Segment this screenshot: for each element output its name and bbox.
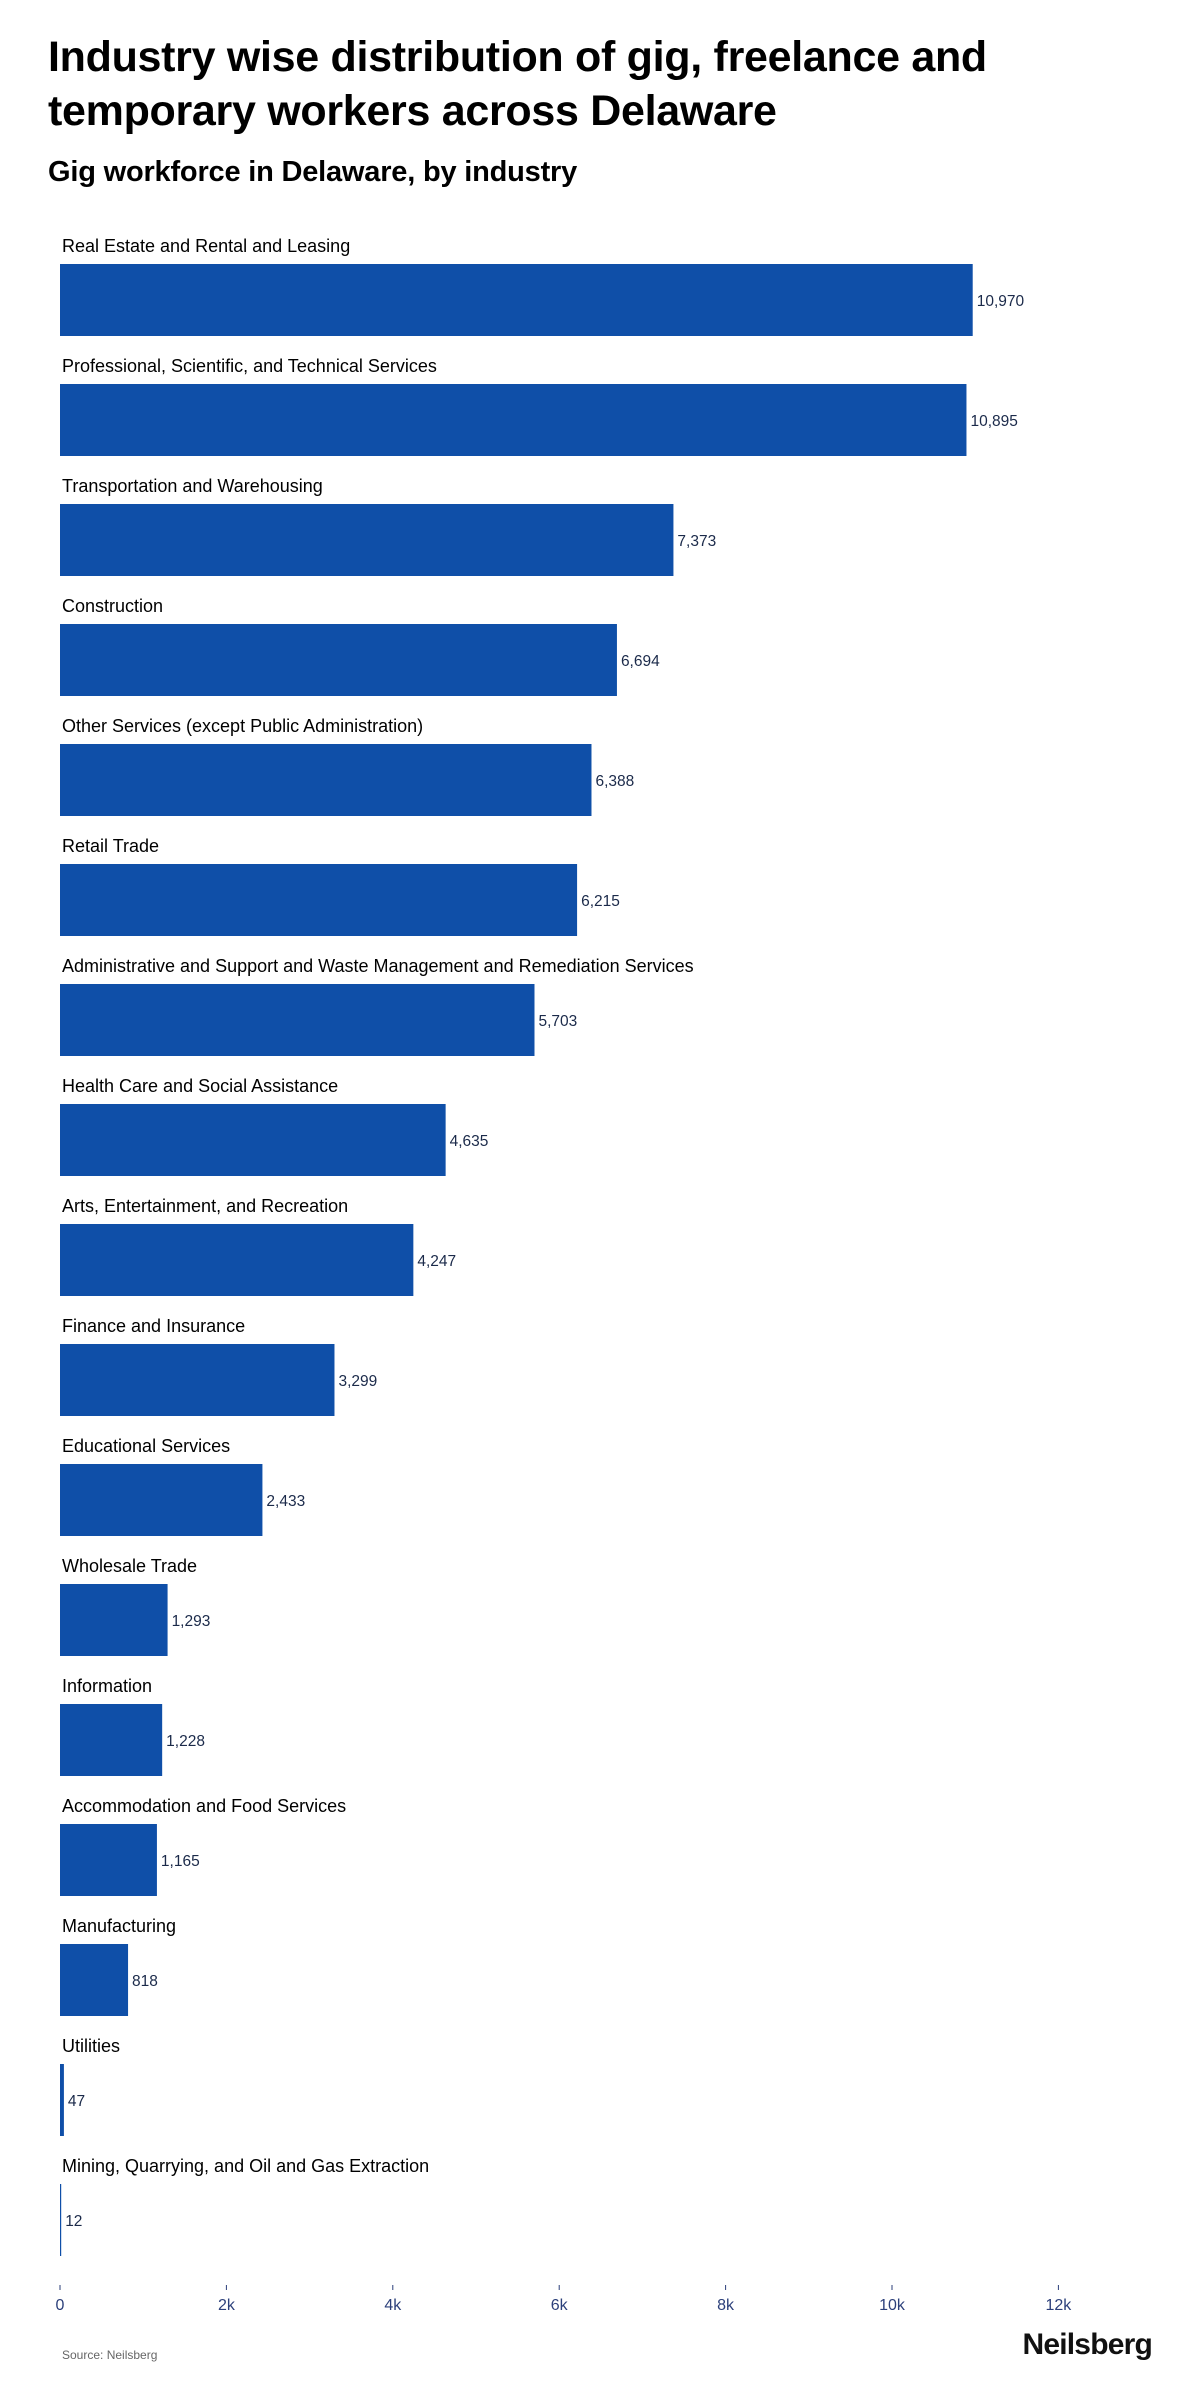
bar [60,1344,335,1416]
bar [60,2184,62,2256]
category-label: Utilities [62,2036,120,2056]
bar [60,384,967,456]
x-tick-label: 4k [384,2297,402,2314]
value-label: 7,373 [677,533,716,550]
bar [60,1224,414,1296]
value-label: 3,299 [338,1373,377,1390]
value-label: 10,895 [970,413,1017,430]
bar [60,1584,168,1656]
value-label: 818 [132,1973,158,1990]
chart-subtitle: Gig workforce in Delaware, by industry [48,156,578,188]
category-label: Health Care and Social Assistance [62,1076,338,1096]
bar [60,624,617,696]
bar [60,1464,263,1536]
value-label: 6,388 [595,773,634,790]
bar [60,264,973,336]
category-label: Real Estate and Rental and Leasing [62,236,350,256]
value-label: 6,215 [581,893,620,910]
value-label: 1,228 [166,1733,205,1750]
value-label: 12 [65,2213,82,2230]
bar [60,1944,129,2016]
category-label: Manufacturing [62,1916,176,1936]
bar [60,1704,163,1776]
category-label: Wholesale Trade [62,1556,197,1576]
value-label: 10,970 [977,293,1025,310]
category-label: Professional, Scientific, and Technical … [62,356,437,376]
category-label: Administrative and Support and Waste Man… [62,956,694,976]
bar [60,744,592,816]
value-label: 1,165 [161,1853,200,1870]
bar [60,984,535,1056]
value-label: 6,694 [621,653,660,670]
source-note: Source: Neilsberg [62,2348,158,2362]
category-label: Finance and Insurance [62,1316,245,1336]
bar [60,1824,157,1896]
category-label: Other Services (except Public Administra… [62,716,423,736]
category-label: Mining, Quarrying, and Oil and Gas Extra… [62,2156,429,2176]
category-label: Transportation and Warehousing [62,476,323,496]
x-tick-label: 6k [551,2297,569,2314]
value-label: 2,433 [266,1493,305,1510]
category-label: Construction [62,596,163,616]
category-label: Information [62,1676,152,1696]
value-label: 1,293 [172,1613,211,1630]
value-label: 4,247 [417,1253,456,1270]
x-tick-label: 0 [56,2297,65,2314]
category-label: Arts, Entertainment, and Recreation [62,1196,348,1216]
bar [60,864,578,936]
page-title: Industry wise distribution of gig, freel… [48,33,987,135]
bar [60,504,674,576]
bar [60,2064,64,2136]
x-tick-label: 12k [1046,2297,1073,2314]
value-label: 4,635 [450,1133,489,1150]
x-tick-label: 8k [717,2297,735,2314]
bar [60,1104,446,1176]
value-label: 47 [68,2093,85,2110]
x-tick-label: 10k [879,2297,906,2314]
category-label: Retail Trade [62,836,159,856]
category-label: Educational Services [62,1436,230,1456]
value-label: 5,703 [538,1013,577,1030]
category-label: Accommodation and Food Services [62,1796,346,1816]
brand-logo: Neilsberg [1022,2328,1152,2361]
x-tick-label: 2k [218,2297,236,2314]
